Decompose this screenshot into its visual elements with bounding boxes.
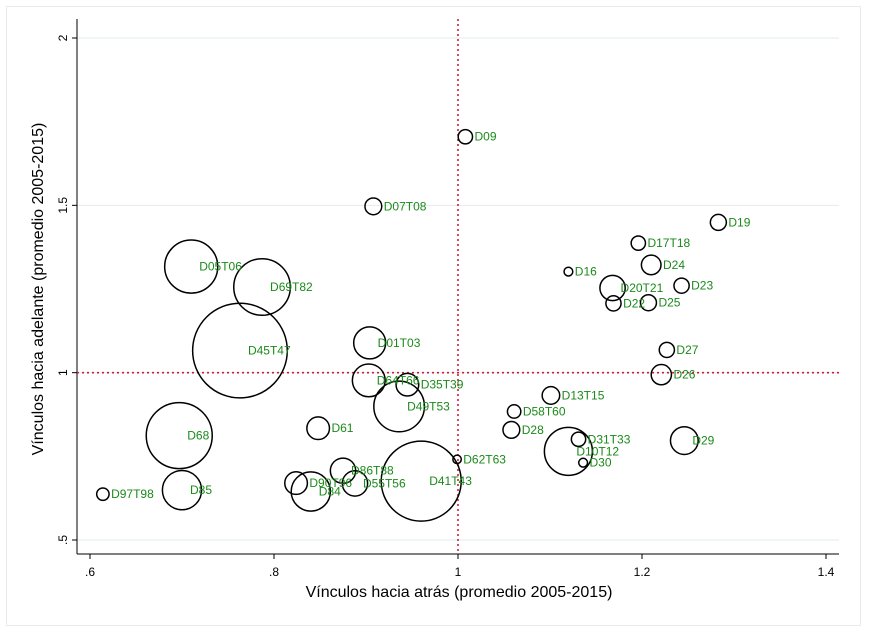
bubble-d68 bbox=[145, 401, 213, 470]
bubble-d61 bbox=[306, 416, 331, 441]
bubble-d49t53 bbox=[373, 380, 426, 433]
x-tick-label-3: 1.2 bbox=[634, 565, 651, 579]
label-d22: D22 bbox=[623, 296, 645, 310]
label-d23: D23 bbox=[691, 279, 713, 293]
label-d28: D28 bbox=[522, 423, 544, 437]
label-d58t60: D58T60 bbox=[523, 404, 566, 418]
bubble-d24 bbox=[640, 254, 662, 276]
bubble-d69t82 bbox=[233, 257, 292, 317]
x-tick-label-2: 1 bbox=[455, 565, 462, 579]
label-d24: D24 bbox=[663, 258, 685, 272]
bubble-d31t33 bbox=[570, 431, 587, 448]
bubble-d28 bbox=[502, 420, 521, 440]
label-d26: D26 bbox=[673, 368, 695, 382]
label-d68: D68 bbox=[187, 429, 209, 443]
label-d13t15: D13T15 bbox=[562, 388, 605, 402]
bubble-d97t98 bbox=[95, 487, 110, 502]
bubble-d22 bbox=[605, 295, 622, 312]
label-d31t33: D31T33 bbox=[588, 432, 631, 446]
bubble-d90t96 bbox=[284, 471, 309, 496]
label-d85: D85 bbox=[190, 483, 212, 497]
label-d19: D19 bbox=[728, 215, 750, 229]
bubble-d27 bbox=[658, 341, 676, 359]
label-d90t96: D90T96 bbox=[309, 476, 352, 490]
label-d07t08: D07T08 bbox=[384, 199, 427, 213]
y-tick-label-1: 1 bbox=[56, 369, 70, 376]
bubble-d05t06 bbox=[163, 239, 219, 294]
bubble-d85 bbox=[161, 469, 203, 511]
label-d86t88: D86T88 bbox=[351, 464, 394, 478]
chart-frame bbox=[6, 6, 861, 626]
y-tick-label-3: 2 bbox=[56, 34, 70, 41]
bubble-d16 bbox=[563, 266, 574, 277]
label-d49t53: D49T53 bbox=[407, 399, 450, 413]
y-tick-label-0: .5 bbox=[56, 535, 70, 545]
point-labels: D09 D07T08 D19 D17T18 D24 D16 D05T06 D69T82 D23 D… bbox=[111, 130, 751, 501]
label-d61: D61 bbox=[331, 421, 353, 435]
label-d17t18: D17T18 bbox=[647, 236, 690, 250]
x-tick-label-1: .8 bbox=[269, 565, 279, 579]
label-d35t39: D35T39 bbox=[421, 378, 464, 392]
bubble-d45t47 bbox=[191, 302, 289, 399]
label-d62t63: D62T63 bbox=[463, 452, 506, 466]
label-d25: D25 bbox=[658, 296, 680, 310]
label-d69t82: D69T82 bbox=[270, 280, 313, 294]
bubble-d41t43 bbox=[380, 440, 462, 522]
bubble-d55t56 bbox=[341, 470, 369, 497]
x-axis-title: Vínculos hacia atrás (promedio 2005-2015… bbox=[306, 584, 613, 601]
label-d05t06: D05T06 bbox=[199, 260, 242, 274]
label-d55t56: D55T56 bbox=[363, 476, 406, 490]
bubble-d01t03 bbox=[352, 326, 387, 360]
label-d27: D27 bbox=[676, 343, 698, 357]
bubbles bbox=[95, 128, 728, 522]
label-d41t43: D41T43 bbox=[429, 474, 472, 488]
label-d97t98: D97T98 bbox=[111, 487, 154, 501]
bubble-d29 bbox=[669, 425, 699, 456]
label-d30: D30 bbox=[590, 456, 612, 470]
bubble-d09 bbox=[457, 128, 474, 145]
label-d09: D09 bbox=[475, 130, 497, 144]
bubble-d25 bbox=[639, 293, 658, 312]
axes: .5 1 1.5 2 .6 .8 1 1.2 1.4 bbox=[56, 19, 839, 579]
x-tick-label-0: .6 bbox=[85, 565, 95, 579]
bubble-d64t66 bbox=[351, 363, 386, 398]
label-d20t21: D20T21 bbox=[621, 281, 664, 295]
label-d16: D16 bbox=[575, 265, 597, 279]
label-d84: D84 bbox=[319, 484, 341, 498]
bubble-d10t12 bbox=[543, 426, 594, 477]
label-d01t03: D01T03 bbox=[378, 336, 421, 350]
bubble-d84 bbox=[290, 471, 332, 512]
bubble-d19 bbox=[709, 213, 728, 232]
y-axis-title: Vínculos hacia adelante (promedio 2005-2… bbox=[30, 123, 47, 456]
bubble-d35t39 bbox=[395, 372, 420, 397]
x-tick-label-4: 1.4 bbox=[818, 565, 835, 579]
y-tick-label-2: 1.5 bbox=[56, 197, 70, 214]
bubble-d58t60 bbox=[506, 404, 522, 419]
label-d45t47: D45T47 bbox=[248, 344, 291, 358]
label-d29: D29 bbox=[692, 434, 714, 448]
label-d10t12: D10T12 bbox=[576, 444, 619, 458]
bubble-d30 bbox=[577, 457, 589, 468]
bubble-d13t15 bbox=[541, 385, 561, 405]
bubble-d07t08 bbox=[364, 197, 383, 216]
bubble-d23 bbox=[673, 277, 690, 294]
bubble-d17t18 bbox=[630, 235, 647, 252]
bubble-d20t21 bbox=[599, 274, 626, 302]
label-d64t66: D64T66 bbox=[377, 373, 420, 387]
bubble-d26 bbox=[650, 363, 673, 386]
